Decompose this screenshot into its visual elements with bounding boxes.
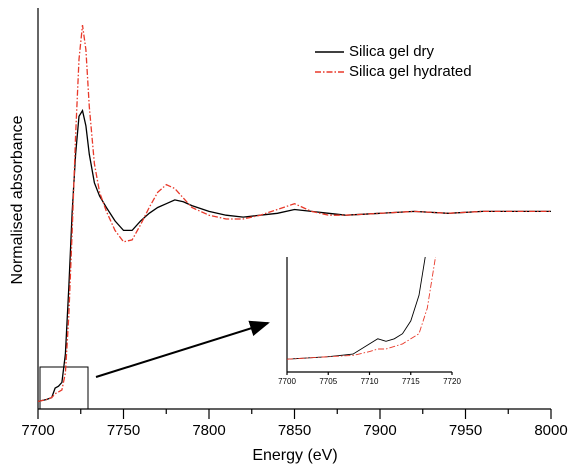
legend-label: Silica gel dry [349,43,435,60]
x-tick-label: 7700 [278,377,296,386]
x-tick-label: 7850 [278,422,311,439]
zoom-box [39,366,89,410]
x-tick-label: 7705 [319,377,337,386]
zoom-arrow [95,320,270,378]
x-tick-label: 7720 [443,377,461,386]
x-tick-label: 7900 [363,422,396,439]
x-axis-label: Energy (eV) [252,447,337,464]
x-tick-label: 7710 [361,377,379,386]
x-tick-label: 7800 [192,422,225,439]
x-tick-label: 7750 [107,422,140,439]
x-tick-label: 7715 [402,377,420,386]
x-tick-label: 7950 [449,422,482,439]
legend-label: Silica gel hydrated [349,63,472,80]
x-tick-label: 8000 [534,422,567,439]
series-line [287,257,426,360]
y-axis-label: Normalised absorbance [9,115,26,284]
series-line [38,108,551,403]
series-line [287,257,436,360]
x-tick-label: 7700 [21,422,54,439]
series-line [38,25,551,403]
